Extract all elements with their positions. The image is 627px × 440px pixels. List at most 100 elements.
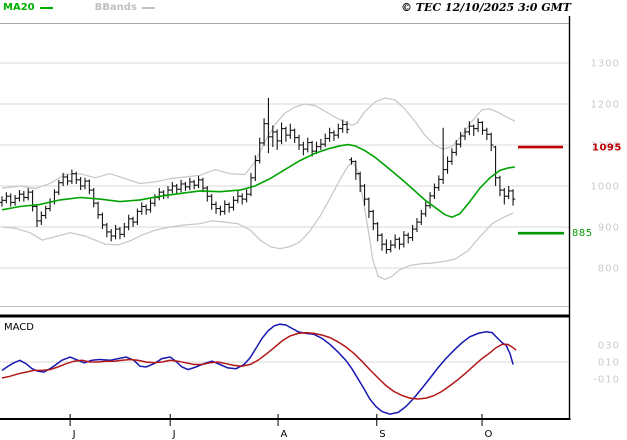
ohlc-bar (366, 197, 372, 218)
ohlc-bar (30, 190, 35, 212)
month-label: A (281, 429, 288, 440)
ohlc-bar (183, 181, 188, 191)
month-label: J (172, 429, 176, 440)
support-resistance-levels (518, 145, 564, 235)
ohlc-bar (191, 179, 197, 190)
ohlc-bar (56, 179, 61, 196)
ohlc-bar (462, 127, 468, 141)
ohlc-bar (423, 201, 428, 217)
ohlc-bar (17, 190, 22, 202)
ohlc-bar (8, 193, 13, 207)
ohlc-bar (209, 194, 214, 210)
ohlc-bar (357, 171, 363, 193)
ohlc-bar (436, 175, 441, 191)
month-label: O (485, 429, 493, 440)
month-label: J (72, 429, 76, 440)
ohlc-bar (467, 121, 472, 136)
main-panel-gridlines (0, 62, 570, 269)
ohlc-bar (406, 232, 411, 244)
ohlc-bar (26, 188, 31, 201)
ohlc-bar (91, 188, 96, 208)
ohlc-bar (126, 214, 131, 231)
signal-path (1, 331, 517, 400)
price-label-1300: 1300 (591, 59, 620, 70)
ohlc-bar (244, 189, 249, 203)
ohlc-bar (493, 145, 498, 186)
ohlc-bar (454, 140, 459, 156)
ohlc-bar (414, 217, 420, 232)
ohlc-bar (82, 177, 88, 190)
ohlc-bar (65, 174, 70, 186)
ohlc-bar (427, 192, 433, 209)
ohlc-bar (122, 222, 127, 238)
ohlc-bar (270, 125, 276, 148)
ohlc-bar (353, 160, 359, 180)
price-label-1100: 1100 (591, 141, 620, 152)
ohlc-bar (143, 204, 149, 215)
ohlc-bar (226, 202, 232, 213)
ohlc-bar (165, 186, 171, 199)
ohlc-bar (200, 177, 206, 193)
ohlc-bar (109, 229, 114, 242)
ohlc-bar (497, 175, 503, 197)
macd-panel-label: MACD (4, 322, 34, 333)
ohlc-bar (401, 231, 407, 248)
bollinger-bands (1, 97, 516, 281)
ohlc-bar (261, 118, 267, 146)
ohlc-bar (432, 183, 437, 200)
ohlc-bar (174, 183, 179, 194)
ohlc-bar (4, 192, 9, 204)
ohlc-bar (266, 97, 271, 154)
ohlc-bar (506, 186, 511, 200)
ohlc-bar (340, 119, 345, 133)
ohlc-bar (157, 188, 162, 201)
ohlc-bar (21, 190, 27, 202)
ohlc-bar (78, 176, 83, 191)
ohlc-bar (130, 216, 136, 227)
macd-path (1, 323, 514, 415)
price-label-800: 800 (598, 264, 620, 275)
ohlc-bar (440, 127, 446, 184)
ohlc-bar (384, 239, 389, 254)
ohlc-bar (489, 132, 494, 152)
ohlc-bar (510, 189, 516, 206)
ohlc-bar (458, 131, 463, 148)
ohlc-bar (117, 227, 123, 240)
ohlc-bar (196, 175, 201, 189)
ohlc-bar (170, 181, 175, 194)
ohlc-bar (148, 199, 153, 213)
ohlc-bar (231, 196, 236, 211)
chart-frame (0, 16, 571, 420)
ohlc-bar (39, 211, 44, 225)
ohlc-bar (502, 188, 507, 205)
macd-panel (0, 323, 570, 415)
ohlc-bar (336, 123, 341, 139)
ohlc-bar (344, 121, 350, 134)
ohlc-bar (410, 224, 415, 241)
ohlc-bar (87, 179, 92, 195)
ohlc-bar (218, 205, 223, 216)
ohlc-bar (205, 186, 210, 202)
ma20-path (1, 143, 515, 219)
ohlc-bar (34, 204, 40, 227)
ohlc-bar (135, 208, 140, 225)
ohlc-bar (292, 128, 297, 143)
ohlc-bar (296, 134, 302, 150)
ohlc-bar (318, 138, 324, 150)
ohlc-bar (178, 179, 184, 193)
ohlc-bar (331, 130, 337, 141)
ma20-line (1, 143, 515, 219)
ohlc-bar (283, 126, 289, 142)
ohlc-bar (95, 201, 101, 219)
ohlc-bar (327, 127, 332, 142)
ohlc-bar (0, 196, 5, 207)
ma20-line-swatch-icon (39, 6, 53, 9)
macd-value-label-030: 030 (598, 341, 620, 352)
ohlc-bar (392, 234, 398, 249)
ohlc-bar (235, 190, 241, 204)
legend-bbands-label: BBands (94, 2, 137, 13)
ohlc-bar (74, 171, 79, 184)
macd-value-label-010: 010 (598, 358, 620, 369)
